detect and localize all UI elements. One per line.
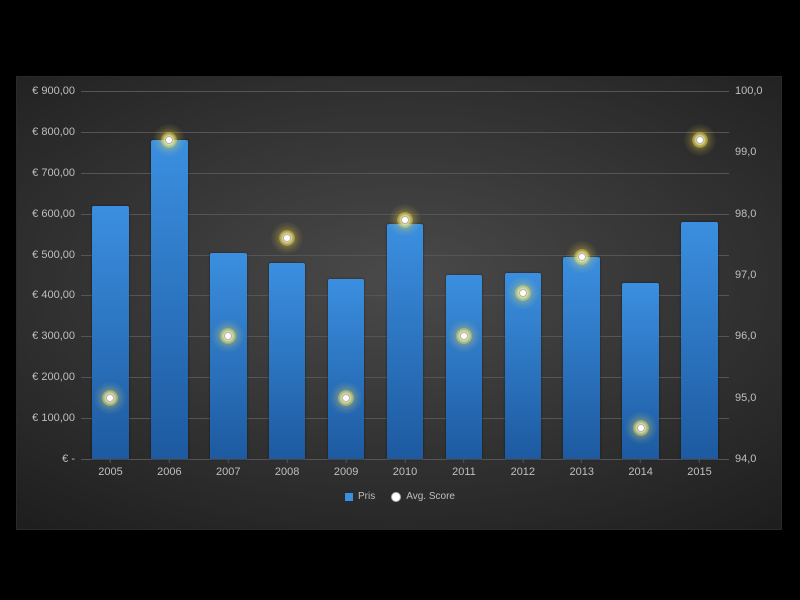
y-axis-left: € -€ 100,00€ 200,00€ 300,00€ 400,00€ 500… [17,91,75,459]
y-left-tick: € - [62,453,75,465]
x-tick: 2008 [275,459,299,478]
x-tick-label: 2009 [334,466,358,478]
grid-line [81,132,729,133]
legend-label-points: Avg. Score [406,491,455,502]
y-left-tick: € 300,00 [32,330,75,342]
x-tick: 2009 [334,459,358,478]
chart-legend: Pris Avg. Score [17,491,782,502]
bar [269,263,306,459]
x-tick: 2010 [393,459,417,478]
y-left-tick: € 400,00 [32,289,75,301]
x-tick: 2014 [628,459,652,478]
x-tick: 2013 [569,459,593,478]
image-frame: € - € 100,00 € 200,00 € 300,00 € 400,00 € 500… [0,0,800,600]
x-tick-label: 2008 [275,466,299,478]
y-right-tick: 96,0 [735,330,756,342]
y-left-tick: € 700,00 [32,167,75,179]
x-tick: 2011 [452,459,476,478]
y-left-tick: € 200,00 [32,371,75,383]
bar [210,253,247,459]
y-right-tick: 95,0 [735,392,756,404]
grid-line [81,91,729,92]
bar [563,257,600,459]
y-right-tick: 100,0 [735,85,763,97]
bar [446,275,483,459]
x-tick-label: 2014 [628,466,652,478]
bar [328,279,365,459]
y-left-tick: € 100,00 [32,412,75,424]
plot-area [81,91,729,459]
chart-panel: € - € 100,00 € 200,00 € 300,00 € 400,00 € 500… [16,76,782,530]
y-left-tick: € 900,00 [32,85,75,97]
legend-item-bars: Pris [345,491,375,502]
y-left-tick: € 800,00 [32,126,75,138]
x-tick-label: 2011 [452,466,476,478]
x-tick-label: 2006 [157,466,181,478]
x-tick-label: 2012 [511,466,535,478]
bar [681,222,718,459]
bar [92,206,129,460]
x-tick: 2006 [157,459,181,478]
y-right-tick: 94,0 [735,453,756,465]
bar [387,224,424,459]
bar [505,273,542,459]
y-left-tick: € 500,00 [32,249,75,261]
y-right-tick: 97,0 [735,269,756,281]
x-tick: 2005 [98,459,122,478]
x-tick-label: 2015 [687,466,711,478]
x-tick: 2012 [511,459,535,478]
x-tick-label: 2007 [216,466,240,478]
bar [151,140,188,459]
y-right-tick: 99,0 [735,146,756,158]
x-tick-label: 2010 [393,466,417,478]
bar [622,283,659,459]
legend-item-points: Avg. Score [391,491,455,502]
y-axis-right: 94,095,096,097,098,099,0100,0 [735,91,782,459]
x-tick-label: 2013 [569,466,593,478]
y-right-tick: 98,0 [735,208,756,220]
x-tick: 2007 [216,459,240,478]
legend-swatch-bar [345,493,353,501]
x-tick-label: 2005 [98,466,122,478]
legend-swatch-dot [391,492,401,502]
legend-label-bars: Pris [358,491,375,502]
x-tick: 2015 [687,459,711,478]
y-left-tick: € 600,00 [32,208,75,220]
x-axis: 2005 2006 2007 2008 2009 2010 2011 2012 2013 2014… [81,459,729,487]
